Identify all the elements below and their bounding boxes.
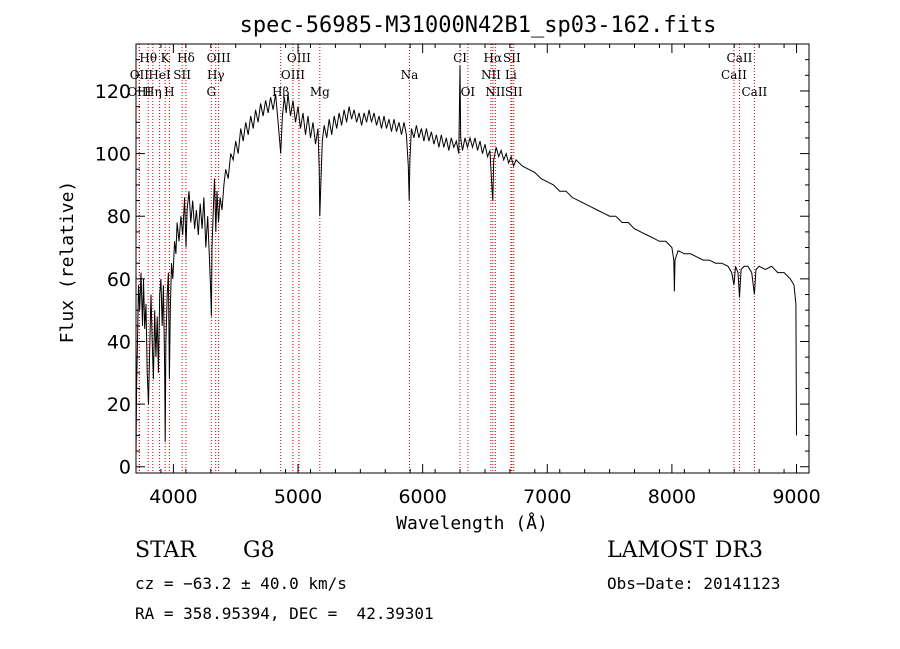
spectral-line-label: Li	[505, 68, 517, 82]
spectral-line-label: HeI	[148, 68, 171, 82]
x-axis-label: Wavelength (Å)	[396, 512, 548, 534]
y-tick-label: 100	[95, 144, 131, 166]
spectral-line-label: OIII	[207, 51, 231, 65]
spectrum-series-line	[135, 65, 797, 458]
spectral-line-label: OIII	[287, 51, 311, 65]
spectral-line-label: Hγ	[207, 68, 225, 82]
coordinates: RA = 358.95394, DEC = 42.39301	[135, 604, 434, 623]
observation-date: Obs−Date: 20141123	[607, 574, 781, 593]
spectral-line-label: Hβ	[272, 85, 289, 99]
spectral-line-label: CaII	[727, 51, 753, 65]
axis-ticks: 4000 5000 6000 7000 8000 9000 0 20 40 60 80 100 120	[95, 44, 821, 508]
spectral-line-label: SII	[503, 51, 521, 65]
x-tick-label: 5000	[274, 486, 322, 508]
spectral-line-label: SII	[505, 85, 523, 99]
x-tick-label: 4000	[149, 486, 197, 508]
spectral-line-label: CaII	[721, 68, 747, 82]
spectral-line-label: CaII	[741, 85, 767, 99]
spectral-line-label: G	[206, 85, 216, 99]
object-subclass: G8	[243, 538, 275, 563]
spectral-line-label: OI	[461, 85, 476, 99]
spectral-line-label: Mg	[310, 85, 330, 99]
y-tick-label: 60	[107, 269, 131, 291]
spectral-line-label: Hα	[484, 51, 503, 65]
spectral-line-label: CI	[453, 51, 467, 65]
spectral-line-label: Hη	[144, 85, 162, 99]
y-tick-label: 40	[107, 331, 131, 353]
spectral-line-label: NII	[481, 68, 501, 82]
spectral-line-label: H	[164, 85, 174, 99]
spectral-line-label: NII	[485, 85, 505, 99]
y-tick-label: 80	[107, 206, 131, 228]
x-tick-label: 9000	[772, 486, 820, 508]
y-tick-label: 20	[107, 394, 131, 416]
plot-frame	[135, 43, 810, 474]
y-axis-label: Flux (relative)	[57, 181, 78, 344]
spectral-line-label: Hδ	[177, 51, 195, 65]
spectral-line-label: Na	[401, 68, 419, 82]
spectral-line-label: Hθ	[139, 51, 157, 65]
object-class: STAR	[135, 538, 196, 563]
x-tick-label: 8000	[648, 486, 696, 508]
spectral-line-label: OIII	[127, 85, 151, 99]
spectral-line-label: SII	[173, 68, 191, 82]
spectrum-chart: spec-56985-M31000N42B1_sp03-162.fits Hθ O…	[57, 13, 821, 534]
y-tick-label: 0	[119, 457, 131, 479]
chart-title: spec-56985-M31000N42B1_sp03-162.fits	[240, 13, 717, 38]
x-tick-label: 7000	[523, 486, 571, 508]
x-tick-label: 6000	[398, 486, 446, 508]
y-tick-label: 120	[95, 81, 131, 103]
spectral-line-label: OIII	[281, 68, 305, 82]
redshift-cz: cz = −63.2 ± 40.0 km/s	[135, 574, 347, 593]
spectral-line-label: K	[161, 51, 171, 65]
survey-name: LAMOST DR3	[607, 538, 763, 563]
